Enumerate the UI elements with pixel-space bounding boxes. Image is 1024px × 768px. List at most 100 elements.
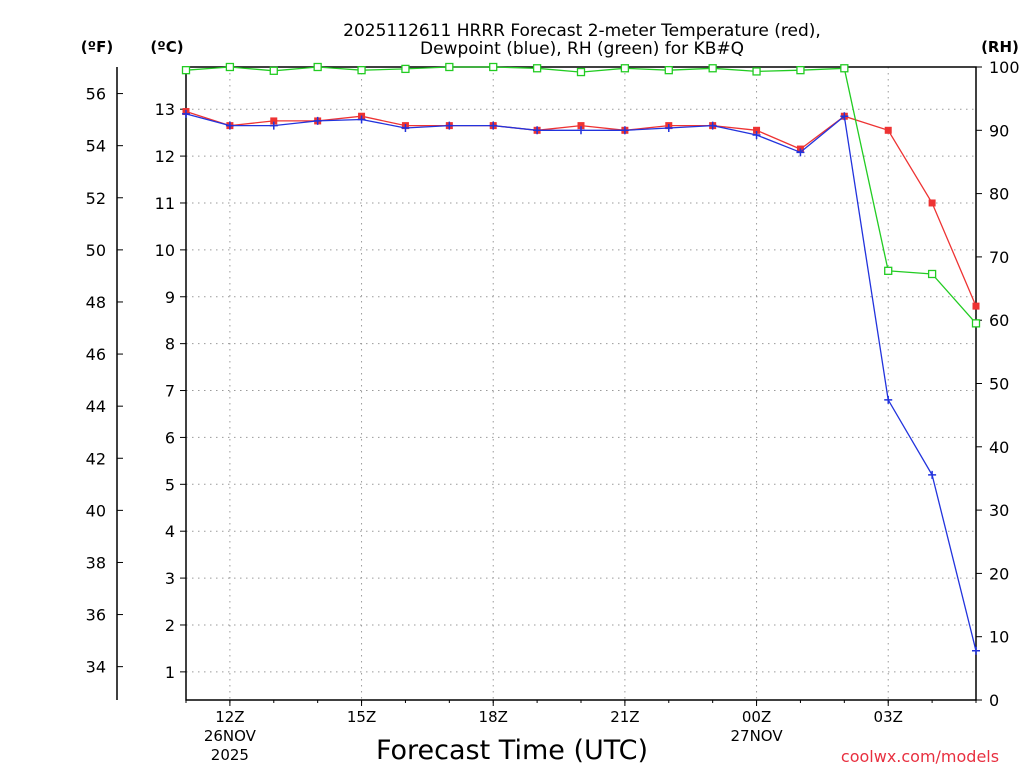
dewpoint-line [185,113,977,651]
temperature-point [270,117,278,125]
dewpoint-point [489,121,498,130]
x-tick-label: 18Z [479,708,508,726]
temperature-point [972,302,980,310]
celsius-tick-label: 4 [165,522,175,541]
fahrenheit-tick-label: 50 [86,241,106,260]
dewpoint-point [664,123,673,132]
fahrenheit-tick-label: 54 [86,137,106,156]
temperature-point [577,122,585,130]
temperature-point [928,199,936,207]
rh-point [401,64,410,74]
x-tick-date-label: 27NOV [730,727,783,745]
rh-point [313,62,322,72]
rh-point [664,66,673,75]
fahrenheit-tick-label: 56 [86,85,106,104]
x-tick-date-label: 26NOV [204,727,257,745]
chart-title-line-1: 2025112611 HRRR Forecast 2-meter Tempera… [343,21,821,41]
x-tick-label: 15Z [347,708,376,726]
dewpoint-point [225,121,234,130]
rh-point [489,62,498,72]
fahrenheit-tick-label: 38 [86,553,106,572]
rh-point [532,64,542,73]
temperature-line [185,110,977,307]
rh-point [884,266,893,275]
rh-tick-label: 20 [989,564,1009,583]
rh-line [185,66,977,324]
rh-point [708,64,717,73]
fahrenheit-tick-label: 40 [86,501,106,520]
rh-tick-label: 90 [989,121,1009,140]
rh-tick-label: 30 [989,501,1009,520]
celsius-tick-label: 3 [165,569,175,588]
celsius-tick-label: 11 [155,194,175,213]
celsius-unit-label: (ºC) [150,38,183,56]
chart-title-line-2: Dewpoint (blue), RH (green) for KB#Q [420,39,744,59]
dewpoint-point [840,112,849,121]
dewpoint-point [620,126,629,135]
dewpoint-point [752,130,761,139]
celsius-tick-label: 10 [155,241,175,260]
fahrenheit-tick-label: 52 [86,189,106,208]
x-tick-label: 12Z [215,708,244,726]
fahrenheit-tick-label: 42 [86,449,106,468]
fahrenheit-tick-label: 34 [86,658,106,677]
rh-point [576,67,586,77]
rh-tick-label: 80 [989,185,1009,204]
dewpoint-point [313,116,322,125]
rh-tick-label: 50 [989,375,1009,394]
fahrenheit-unit-label: (ºF) [81,38,113,56]
x-axis-label: Forecast Time (UTC) [376,735,648,766]
celsius-tick-label: 8 [165,335,175,354]
rh-point [445,62,454,72]
celsius-tick-label: 6 [165,428,175,447]
fahrenheit-tick-label: 46 [86,345,106,364]
dewpoint-point [884,395,893,404]
dewpoint-point [533,126,542,135]
temperature-point [884,126,892,134]
grid-lines [186,67,976,700]
rh-point [840,64,849,73]
watermark: coolwx.com/models [841,747,999,766]
rh-tick-label: 100 [989,58,1020,77]
rh-point [620,64,630,73]
dewpoint-point [708,121,717,130]
dewpoint-point [182,109,190,118]
dewpoint-point [357,115,366,124]
plot-frame [185,66,977,701]
rh-point [796,66,805,75]
rh-tick-label: 60 [989,311,1009,330]
dewpoint-point [928,470,937,479]
dewpoint-point [796,148,805,157]
fahrenheit-tick-label: 36 [86,606,106,625]
dewpoint-point [401,123,410,132]
celsius-tick-label: 9 [165,288,175,307]
rh-point [971,319,981,328]
dewpoint-point [445,121,454,130]
rh-point [269,66,278,75]
celsius-tick-label: 13 [155,100,175,119]
rh-unit-label: (RH) [981,38,1019,56]
fahrenheit-tick-label: 48 [86,293,106,312]
rh-tick-label: 40 [989,438,1009,457]
celsius-tick-label: 5 [165,475,175,494]
rh-point [357,66,366,75]
x-tick-label: 21Z [610,708,639,726]
rh-point [927,269,937,279]
rh-point [181,66,191,75]
rh-tick-label: 10 [989,628,1009,647]
rh-point [225,62,235,72]
celsius-tick-label: 2 [165,616,175,635]
rh-point [752,67,761,76]
fahrenheit-tick-label: 44 [86,397,106,416]
dewpoint-point [269,121,278,130]
rh-tick-label: 0 [989,691,999,710]
rh-tick-label: 70 [989,248,1009,267]
series-layer [181,62,981,655]
x-tick-label: 00Z [742,708,771,726]
celsius-tick-label: 12 [155,147,175,166]
temperature-point [753,126,761,134]
x-tick-year-label: 2025 [211,746,249,764]
celsius-tick-label: 7 [165,382,175,401]
